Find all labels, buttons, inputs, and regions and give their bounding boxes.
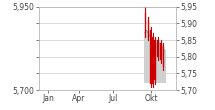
Bar (150, 30, 151, 83)
Bar (154, 40, 156, 80)
Bar (152, 37, 154, 83)
Bar (163, 47, 164, 67)
Bar (157, 40, 159, 57)
Bar (160, 43, 161, 60)
Bar (145, 13, 146, 33)
Bar (147, 20, 149, 37)
